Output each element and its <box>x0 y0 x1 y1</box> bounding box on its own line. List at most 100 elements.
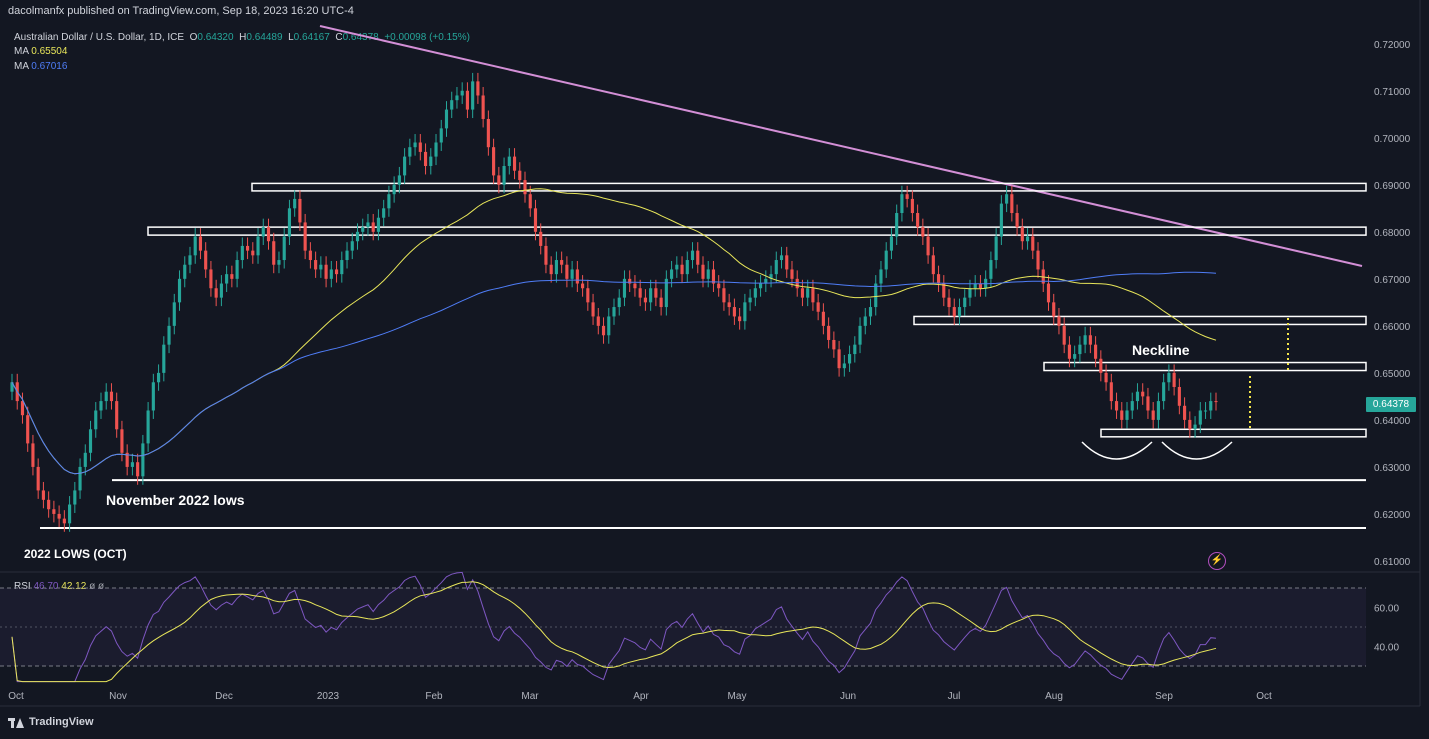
candle-body <box>1099 358 1103 373</box>
time-tick-label: Jul <box>948 691 961 702</box>
candle-body <box>570 269 574 279</box>
ma-short-line <box>11 188 1217 475</box>
candle-body <box>795 278 799 289</box>
candle-body <box>1193 424 1197 430</box>
candle-body <box>753 288 757 298</box>
candle-body <box>863 316 867 326</box>
candle-body <box>1083 335 1087 345</box>
candle-body <box>392 184 396 195</box>
candle-body <box>957 307 962 317</box>
high-label: H <box>239 32 247 43</box>
candle-body <box>1167 372 1171 383</box>
candle-body <box>910 198 914 214</box>
candle-body <box>1172 372 1176 387</box>
candle-body <box>486 118 490 148</box>
candle-body <box>827 325 831 340</box>
candle-body <box>298 198 302 223</box>
time-tick-label: Mar <box>521 691 539 702</box>
candle-body <box>26 415 30 444</box>
candle-body <box>371 222 375 232</box>
candle-body <box>230 274 234 279</box>
candle-body <box>690 250 695 261</box>
candle-body <box>1088 335 1092 345</box>
candle-body <box>1120 410 1124 420</box>
candle-body <box>1109 382 1113 402</box>
candle-body <box>355 231 360 242</box>
candle-body <box>167 325 171 345</box>
candle-body <box>209 269 213 289</box>
candle-body <box>549 264 553 275</box>
candle-body <box>994 236 998 261</box>
candle-body <box>329 269 333 279</box>
low-value: 0.64167 <box>293 32 330 43</box>
candle-body <box>638 288 642 298</box>
rsi-ma-value: 42.12 <box>61 581 87 592</box>
candle-body <box>670 269 674 279</box>
candle-body <box>717 283 721 289</box>
rsi-value: 46.70 <box>33 581 59 592</box>
footer-brand[interactable]: TradingView <box>8 716 94 728</box>
candle-body <box>188 255 192 265</box>
candle-body <box>507 156 511 166</box>
candle-body <box>214 288 218 298</box>
price-tick-label: 0.64000 <box>1374 416 1411 427</box>
price-tick-label: 0.65000 <box>1374 369 1411 380</box>
candle-body <box>183 264 187 279</box>
rsi-v4: ø <box>97 581 105 592</box>
candle-body <box>125 452 129 467</box>
horizontal-zone <box>1100 428 1367 438</box>
candle-body <box>62 518 66 524</box>
time-tick-label: Nov <box>109 691 127 702</box>
candle-body <box>1057 316 1061 326</box>
candle-body <box>361 227 365 232</box>
candle-body <box>528 194 532 209</box>
candle-body <box>172 302 176 326</box>
candle-body <box>947 297 951 308</box>
candle-body <box>539 231 543 246</box>
candle-body <box>591 302 595 317</box>
candle-body <box>738 316 742 322</box>
candle-body <box>806 288 810 298</box>
candle-body <box>774 260 778 275</box>
candle-body <box>973 283 977 289</box>
candle-body <box>952 307 956 317</box>
candle-body <box>968 288 972 298</box>
candle-body <box>282 236 286 261</box>
candle-body <box>162 344 166 373</box>
candle-body <box>1010 194 1014 214</box>
candle-body <box>303 222 307 251</box>
candle-body <box>842 363 846 369</box>
ma2-legend: MA 0.67016 <box>14 61 67 72</box>
candle-body <box>177 278 182 303</box>
candle-body <box>109 391 114 402</box>
candle-body <box>853 344 857 355</box>
candle-body <box>1114 401 1119 411</box>
candle-body <box>779 255 784 261</box>
candle-body <box>847 354 852 364</box>
candle-body <box>293 198 297 209</box>
candle-body <box>999 203 1003 237</box>
candle-body <box>151 382 155 411</box>
candle-body <box>287 208 292 237</box>
lightning-icon[interactable]: ⚡ <box>1208 552 1226 570</box>
candle-body <box>78 466 82 491</box>
candle-body <box>1135 391 1140 402</box>
candle-body <box>685 260 689 275</box>
price-tick-label: 0.70000 <box>1374 134 1411 145</box>
candle-body <box>1125 410 1129 420</box>
candle-body <box>115 401 119 430</box>
close-label: C <box>335 32 343 43</box>
candle-body <box>617 297 621 308</box>
candle-body <box>476 81 480 96</box>
candle-body <box>978 283 983 289</box>
candle-body <box>628 278 632 284</box>
open-value: 0.64320 <box>197 32 234 43</box>
rsi-band <box>0 588 1366 666</box>
candle-body <box>884 250 888 270</box>
candle-body <box>68 504 72 524</box>
descending-trendline <box>319 25 1363 267</box>
horizontal-zone <box>147 226 1367 236</box>
candle-body <box>397 175 401 185</box>
open-label: O <box>189 32 198 43</box>
